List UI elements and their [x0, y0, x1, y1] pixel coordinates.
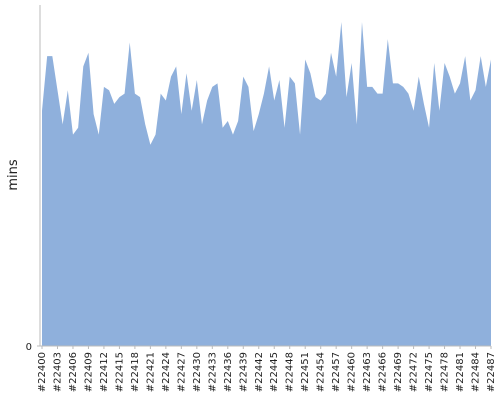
x-tick-label: #22466	[378, 352, 389, 392]
x-tick-label: #22460	[347, 352, 358, 392]
area	[42, 22, 491, 347]
x-tick-label: #22427	[176, 352, 187, 392]
x-tick-label: #22451	[300, 352, 311, 392]
x-tick-label: #22472	[409, 352, 420, 392]
x-tick-label: #22439	[238, 352, 249, 392]
x-tick-label: #22475	[424, 352, 435, 392]
x-tick-label: #22478	[440, 352, 451, 392]
x-tick-label: #22436	[223, 352, 234, 392]
x-tick-label: #22487	[486, 352, 497, 392]
x-tick-label: #22433	[207, 352, 218, 392]
x-tick-label: #22442	[254, 352, 265, 392]
x-tick-label: #22481	[455, 352, 466, 392]
x-tick-label: #22454	[316, 352, 327, 392]
x-tick-label: #22412	[99, 352, 110, 392]
x-tick-label: #22457	[331, 352, 342, 392]
x-tick-label: #22415	[114, 352, 125, 392]
x-tick-label: #22403	[52, 352, 63, 392]
x-tick-label: #22445	[269, 352, 280, 392]
x-tick-label: #22409	[83, 352, 94, 392]
y-tick-label: 0	[26, 342, 32, 353]
x-tick-label: #22418	[130, 352, 141, 392]
x-tick-label: #22406	[68, 352, 79, 392]
x-tick-label: #22424	[161, 352, 172, 392]
x-tick-label: #22421	[145, 352, 156, 392]
x-tick-label: #22469	[393, 352, 404, 392]
y-axis-label: mins	[6, 159, 21, 191]
x-tick-label: #22400	[37, 352, 48, 392]
x-tick-label: #22484	[471, 352, 482, 392]
x-tick-label: #22430	[192, 352, 203, 392]
x-tick-label: #22463	[362, 352, 373, 392]
x-tick-label: #22448	[285, 352, 296, 392]
